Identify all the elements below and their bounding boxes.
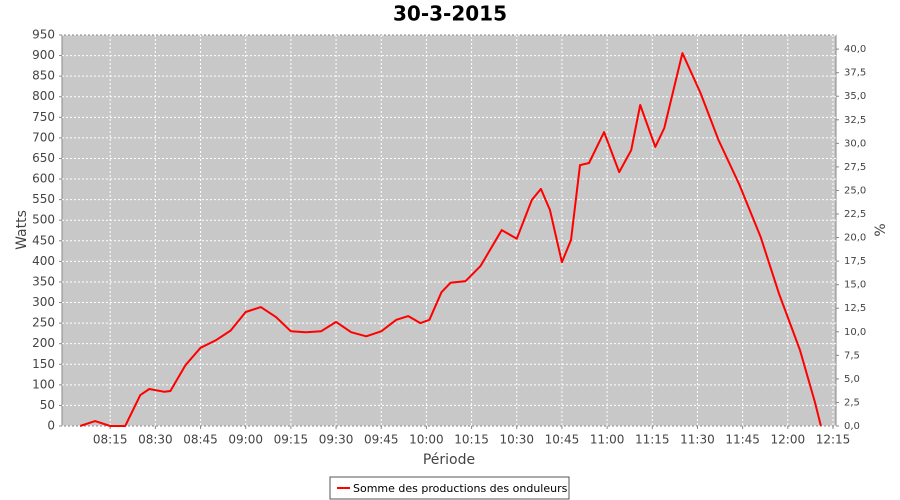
y2-tick-label: 32,5 bbox=[844, 115, 866, 126]
y2-axis-title: % bbox=[873, 223, 889, 236]
x-tick-label: 08:15 bbox=[93, 433, 128, 447]
y2-tick-label: 2,5 bbox=[844, 397, 860, 408]
y-tick-label: 100 bbox=[32, 377, 55, 391]
x-axis-title: Période bbox=[423, 452, 475, 468]
x-tick-label: 08:45 bbox=[183, 433, 218, 447]
legend-label: Somme des productions des onduleurs bbox=[353, 482, 568, 495]
y2-tick-label: 20,0 bbox=[844, 233, 866, 244]
y-tick-label: 750 bbox=[32, 110, 55, 124]
y-tick-label: 400 bbox=[32, 254, 55, 268]
x-tick-label: 11:30 bbox=[680, 433, 715, 447]
y2-tick-label: 37,5 bbox=[844, 68, 866, 79]
y2-tick-label: 25,0 bbox=[844, 185, 866, 196]
x-tick-label: 10:30 bbox=[499, 433, 534, 447]
y2-tick-label: 15,0 bbox=[844, 280, 866, 291]
y2-tick-label: 7,5 bbox=[844, 350, 860, 361]
chart-title: 30-3-2015 bbox=[393, 2, 507, 26]
y2-tick-label: 17,5 bbox=[844, 256, 866, 267]
x-tick-label: 09:45 bbox=[364, 433, 399, 447]
y-tick-label: 900 bbox=[32, 48, 55, 62]
y2-tick-label: 22,5 bbox=[844, 209, 866, 220]
x-tick-label: 12:15 bbox=[816, 433, 851, 447]
y-tick-label: 550 bbox=[32, 192, 55, 206]
y2-tick-label: 10,0 bbox=[844, 327, 866, 338]
x-tick-label: 09:15 bbox=[274, 433, 309, 447]
y-axis-title: Watts bbox=[14, 210, 30, 250]
x-tick-label: 11:00 bbox=[590, 433, 625, 447]
x-tick-label: 09:00 bbox=[228, 433, 263, 447]
x-tick-label: 09:30 bbox=[319, 433, 354, 447]
legend bbox=[329, 476, 570, 500]
y-tick-label: 700 bbox=[32, 130, 55, 144]
x-tick-label: 11:15 bbox=[635, 433, 670, 447]
y-tick-label: 650 bbox=[32, 151, 55, 165]
y-tick-label: 450 bbox=[32, 233, 55, 247]
y-tick-label: 50 bbox=[40, 398, 55, 412]
y-tick-label: 600 bbox=[32, 172, 55, 186]
x-tick-label: 11:45 bbox=[725, 433, 760, 447]
x-tick-label: 12:00 bbox=[771, 433, 806, 447]
y-tick-label: 300 bbox=[32, 295, 55, 309]
x-tick-label: 10:15 bbox=[454, 433, 489, 447]
plot-area bbox=[61, 34, 837, 427]
y2-tick-label: 35,0 bbox=[844, 91, 866, 102]
y-tick-label: 250 bbox=[32, 316, 55, 330]
y2-tick-label: 5,0 bbox=[844, 374, 860, 385]
y-tick-label: 950 bbox=[32, 28, 55, 42]
y2-tick-label: 12,5 bbox=[844, 303, 866, 314]
y-tick-label: 350 bbox=[32, 274, 55, 288]
y-tick-label: 800 bbox=[32, 89, 55, 103]
y-tick-label: 850 bbox=[32, 69, 55, 83]
y-tick-label: 200 bbox=[32, 336, 55, 350]
x-tick-label: 10:45 bbox=[545, 433, 580, 447]
y-tick-label: 500 bbox=[32, 213, 55, 227]
x-tick-label: 08:30 bbox=[138, 433, 173, 447]
line-series bbox=[79, 52, 822, 427]
y-tick-label: 0 bbox=[47, 419, 55, 433]
y2-tick-label: 27,5 bbox=[844, 162, 866, 173]
y-tick-label: 150 bbox=[32, 357, 55, 371]
y2-tick-label: 0,0 bbox=[844, 421, 860, 432]
y2-tick-label: 30,0 bbox=[844, 138, 866, 149]
x-tick-label: 10:00 bbox=[409, 433, 444, 447]
y2-tick-label: 40,0 bbox=[844, 44, 866, 55]
